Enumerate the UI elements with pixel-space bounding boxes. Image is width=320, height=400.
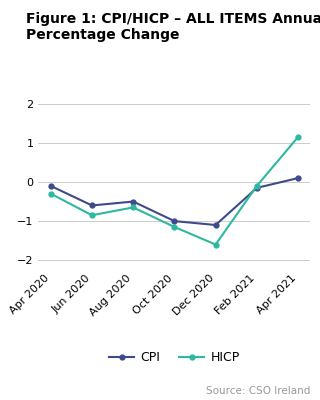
HICP [49,191,53,196]
Text: Source: CSO Ireland: Source: CSO Ireland [206,386,310,396]
HICP [214,242,218,247]
Text: Figure 1: CPI/HICP – ALL ITEMS Annual
Percentage Change: Figure 1: CPI/HICP – ALL ITEMS Annual Pe… [26,12,320,42]
Legend: CPI, HICP: CPI, HICP [104,346,244,370]
HICP [255,184,259,188]
HICP [90,213,94,218]
CPI [49,184,53,188]
CPI [172,219,176,224]
CPI [255,186,259,190]
CPI [131,199,135,204]
HICP [296,135,300,140]
CPI [296,176,300,180]
CPI [90,203,94,208]
CPI [214,222,218,227]
HICP [131,205,135,210]
Line: CPI: CPI [48,176,300,228]
HICP [172,224,176,229]
Line: HICP: HICP [48,135,300,247]
